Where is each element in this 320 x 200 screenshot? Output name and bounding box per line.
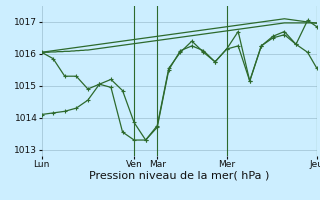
X-axis label: Pression niveau de la mer( hPa ): Pression niveau de la mer( hPa ) <box>89 171 269 181</box>
